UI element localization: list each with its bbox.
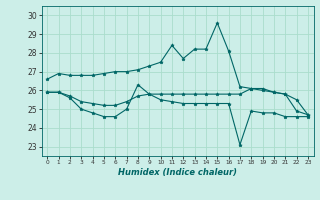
X-axis label: Humidex (Indice chaleur): Humidex (Indice chaleur)	[118, 168, 237, 177]
